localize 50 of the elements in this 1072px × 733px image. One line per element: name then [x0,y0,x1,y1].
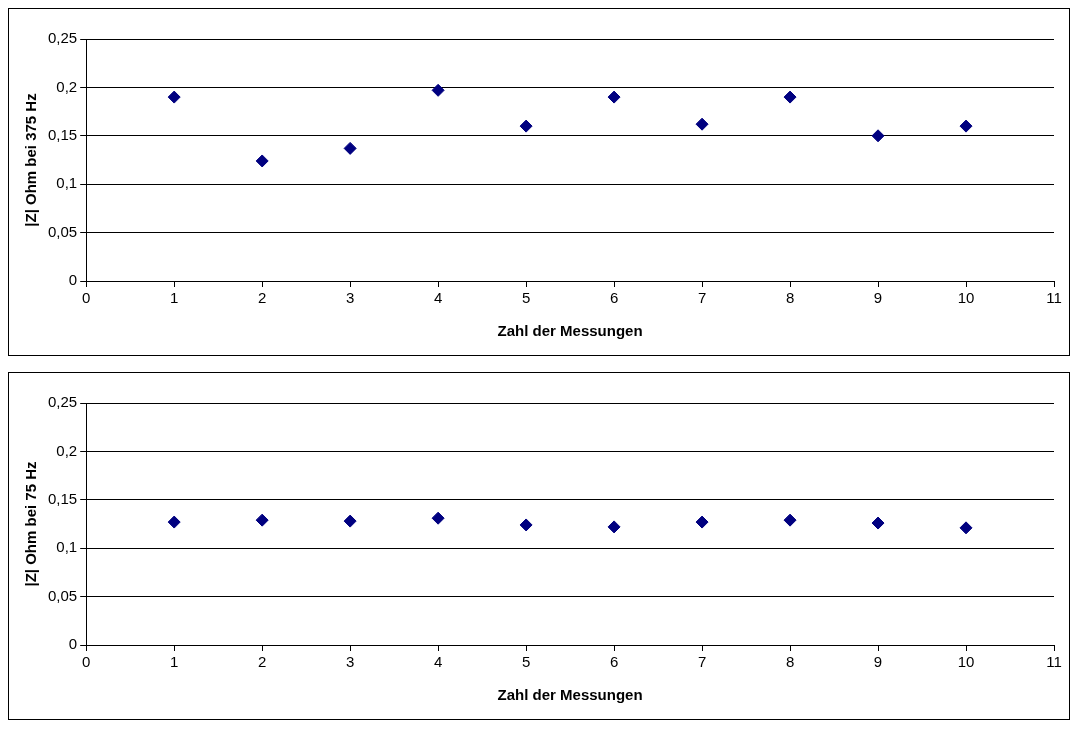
x-tick-label: 0 [82,289,91,307]
point [607,90,621,104]
x-tick-label: 9 [873,653,883,671]
x-tick-label: 4 [433,653,443,671]
x-tick-label: 3 [345,289,355,307]
y-tick-label: 0,05 [47,586,78,604]
x-tick-label: 1 [170,653,179,671]
y-tick-label: 0,25 [47,29,78,47]
y-tick-label: 0,1 [56,174,78,192]
point [695,117,709,131]
x-tick-label: 10 [957,289,975,307]
point [431,83,445,97]
x-tick-label: 11 [1046,289,1062,307]
y-tick-label: 0,15 [47,489,78,507]
point [959,119,973,133]
y-tick-label: 0,05 [47,222,78,240]
y-tick-label: 0,1 [56,538,78,556]
y-tick-label: 0,2 [56,441,78,459]
y-axis-title: |Z| Ohm bei 375 Hz [22,93,40,227]
x-tick-label: 7 [697,289,707,307]
x-tick-label: 8 [785,653,795,671]
x-tick-label: 0 [82,653,91,671]
y-tick-label: 0 [68,271,78,289]
x-axis-title: Zahl der Messungen [497,322,643,340]
x-tick-label: 6 [609,289,619,307]
x-tick-label: 7 [697,653,707,671]
point [519,119,533,133]
x-tick-label: 10 [957,653,975,671]
x-tick-label: 8 [785,289,795,307]
point [343,141,357,155]
x-tick-label: 2 [257,653,267,671]
y-tick-label: 0,15 [47,125,78,143]
x-tick-label: 9 [873,289,883,307]
x-tick-label: 3 [345,653,355,671]
x-tick-label: 5 [521,289,531,307]
x-tick-label: 2 [257,289,267,307]
y-tick-label: 0,25 [47,393,78,411]
x-tick-label: 5 [521,653,531,671]
y-axis-title: |Z| Ohm bei 75 Hz [22,461,40,587]
point [783,90,797,104]
point [871,129,885,143]
y-tick-label: 0 [68,635,78,653]
x-tick-label: 1 [170,289,179,307]
point [255,154,269,168]
x-axis-title: Zahl der Messungen [497,686,643,704]
x-tick-label: 11 [1046,653,1062,671]
y-tick-label: 0,2 [56,77,78,95]
x-tick-label: 6 [609,653,619,671]
x-tick-label: 4 [433,289,443,307]
point [167,90,181,104]
